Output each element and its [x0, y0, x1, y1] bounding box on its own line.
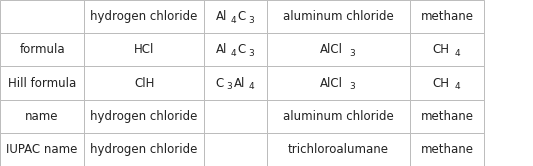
- Bar: [0, 0, 84, 33]
- Text: Al: Al: [215, 10, 227, 23]
- Text: CH: CH: [433, 77, 450, 89]
- Bar: [84, 0, 204, 33]
- Text: 3: 3: [350, 49, 356, 58]
- Text: HCl: HCl: [134, 43, 155, 56]
- Bar: [410, 100, 484, 133]
- Bar: [0, 100, 84, 133]
- Text: AlCl: AlCl: [320, 43, 343, 56]
- Bar: [204, 66, 267, 100]
- Bar: [0, 66, 84, 100]
- Bar: [0, 33, 84, 66]
- Text: CH: CH: [433, 43, 450, 56]
- Bar: [84, 133, 204, 166]
- Bar: [204, 100, 267, 133]
- Text: Al: Al: [215, 43, 227, 56]
- Text: 3: 3: [350, 82, 356, 91]
- Text: 4: 4: [230, 49, 236, 58]
- Text: AlCl: AlCl: [320, 77, 343, 89]
- Bar: [0, 133, 84, 166]
- Text: 3: 3: [248, 16, 254, 25]
- Bar: [204, 33, 267, 66]
- Bar: [267, 133, 410, 166]
- Text: methane: methane: [421, 110, 474, 123]
- Text: 4: 4: [455, 82, 460, 91]
- Text: 4: 4: [230, 16, 236, 25]
- Bar: [204, 0, 267, 33]
- Bar: [84, 66, 204, 100]
- Text: Al: Al: [233, 77, 245, 89]
- Text: aluminum chloride: aluminum chloride: [283, 110, 394, 123]
- Text: methane: methane: [421, 143, 474, 156]
- Text: name: name: [26, 110, 59, 123]
- Bar: [267, 66, 410, 100]
- Text: C: C: [238, 43, 246, 56]
- Text: formula: formula: [19, 43, 65, 56]
- Bar: [410, 133, 484, 166]
- Text: C: C: [215, 77, 224, 89]
- Bar: [410, 33, 484, 66]
- Bar: [84, 33, 204, 66]
- Bar: [267, 100, 410, 133]
- Bar: [204, 133, 267, 166]
- Text: 4: 4: [248, 82, 254, 91]
- Text: methane: methane: [421, 10, 474, 23]
- Bar: [410, 66, 484, 100]
- Text: ClH: ClH: [134, 77, 155, 89]
- Text: 4: 4: [455, 49, 460, 58]
- Text: C: C: [238, 10, 246, 23]
- Text: aluminum chloride: aluminum chloride: [283, 10, 394, 23]
- Bar: [84, 100, 204, 133]
- Text: trichloroalumane: trichloroalumane: [288, 143, 389, 156]
- Text: IUPAC name: IUPAC name: [6, 143, 78, 156]
- Text: 3: 3: [248, 49, 254, 58]
- Bar: [410, 0, 484, 33]
- Text: Hill formula: Hill formula: [8, 77, 76, 89]
- Text: hydrogen chloride: hydrogen chloride: [91, 143, 198, 156]
- Bar: [267, 33, 410, 66]
- Bar: [267, 0, 410, 33]
- Text: 3: 3: [226, 82, 232, 91]
- Text: hydrogen chloride: hydrogen chloride: [91, 110, 198, 123]
- Text: hydrogen chloride: hydrogen chloride: [91, 10, 198, 23]
